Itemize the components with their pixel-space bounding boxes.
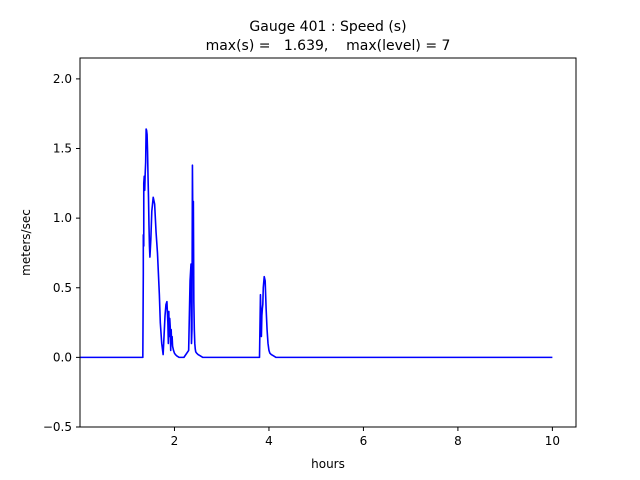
y-tick-label: 2.0 bbox=[53, 72, 72, 86]
plot-frame bbox=[79, 57, 577, 428]
chart-title: Gauge 401 : Speed (s) max(s) = 1.639, ma… bbox=[206, 19, 451, 54]
x-tick-label: 2 bbox=[171, 434, 179, 448]
y-tick-label: 1.5 bbox=[53, 142, 72, 156]
y-axis-label: meters/sec bbox=[19, 209, 33, 276]
chart-title-line-2: max(s) = 1.639, max(level) = 7 bbox=[206, 38, 451, 54]
y-tick-label: 1.0 bbox=[53, 211, 72, 225]
plot-area bbox=[80, 128, 553, 359]
x-tick-label: 6 bbox=[360, 434, 368, 448]
y-tick-label: 0.0 bbox=[53, 350, 72, 364]
x-tick-label: 4 bbox=[265, 434, 273, 448]
y-axis-ticks: −0.5 0.0 0.5 1.0 1.5 2.0 bbox=[43, 72, 80, 434]
x-axis-label: hours bbox=[311, 457, 345, 471]
x-axis-ticks: 2 4 6 8 10 bbox=[171, 427, 560, 448]
x-tick-label: 8 bbox=[454, 434, 462, 448]
y-tick-label: 0.5 bbox=[53, 281, 72, 295]
chart-title-line-1: Gauge 401 : Speed (s) bbox=[249, 19, 406, 35]
x-tick-label: 10 bbox=[545, 434, 560, 448]
speed-series-line bbox=[80, 128, 553, 359]
y-tick-label: −0.5 bbox=[43, 420, 72, 434]
